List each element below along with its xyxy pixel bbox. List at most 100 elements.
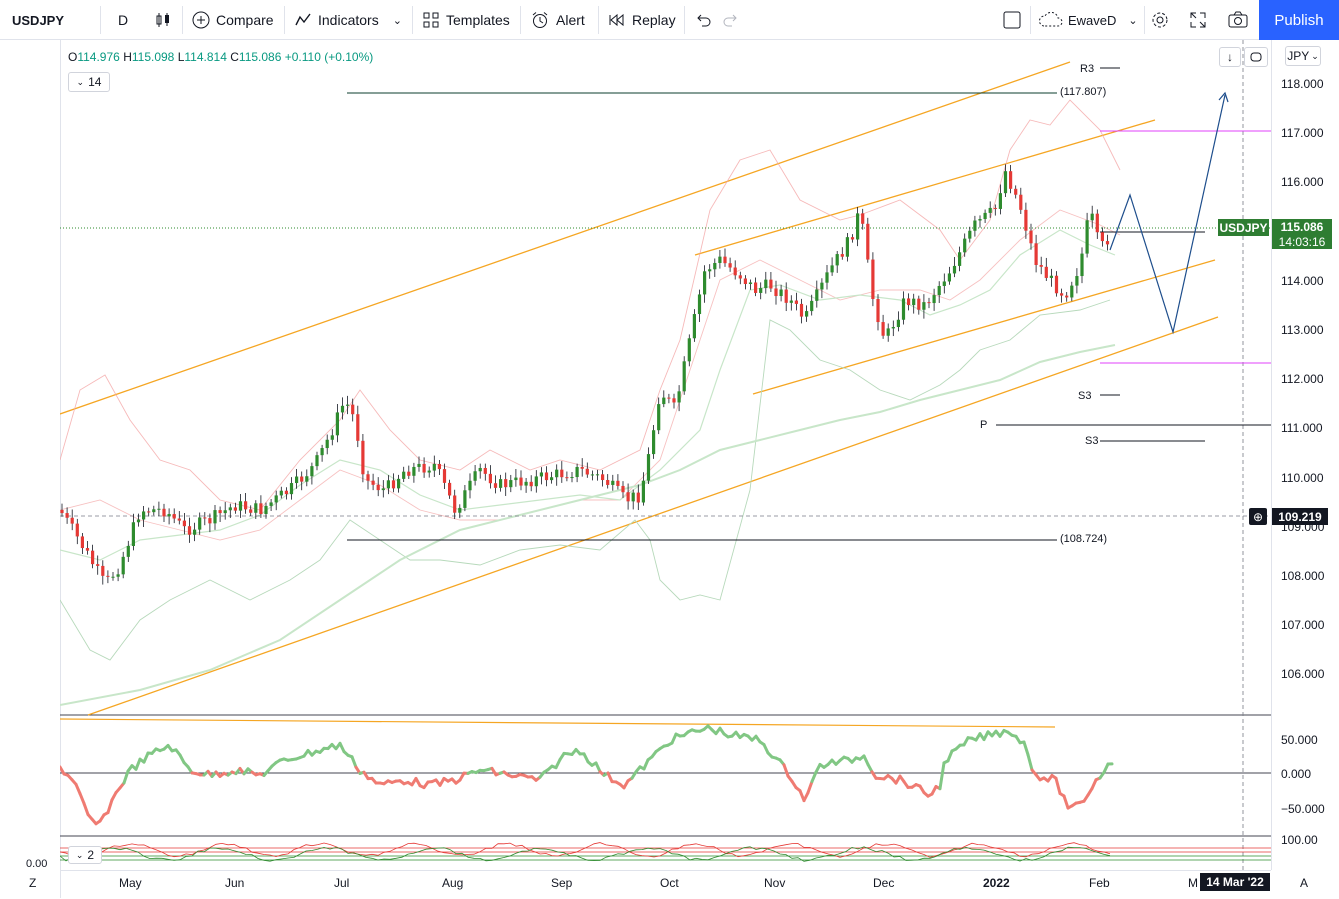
- oscillator-segment: [1064, 796, 1068, 808]
- interval-button[interactable]: D: [118, 0, 128, 40]
- candle-body: [627, 492, 630, 501]
- candle-body: [591, 474, 594, 475]
- indicator-collapse-button[interactable]: ⌄ 14: [68, 72, 110, 92]
- lower-band: [60, 300, 1110, 660]
- candle-body: [683, 361, 686, 391]
- candle-body: [632, 493, 635, 502]
- candle-body: [596, 474, 599, 475]
- candle-body: [111, 577, 114, 578]
- price-tick: 110.000: [1281, 471, 1324, 485]
- countdown-badge: 14:03:16: [1272, 234, 1332, 249]
- open-key: O: [68, 50, 77, 64]
- candle-body: [382, 488, 385, 490]
- price-tick: 113.000: [1281, 323, 1324, 337]
- candle-body: [280, 491, 283, 496]
- candle-body: [810, 301, 813, 311]
- oscillator-segment: [808, 782, 812, 793]
- publish-button[interactable]: Publish: [1259, 0, 1339, 40]
- price-chart[interactable]: [60, 40, 1271, 870]
- candle-body: [637, 493, 640, 503]
- candle-body: [545, 472, 548, 480]
- candle-body: [295, 477, 298, 484]
- candles[interactable]: [60, 164, 1109, 584]
- x-tick: Feb: [1089, 876, 1110, 890]
- scroll-to-latest-button[interactable]: ↓: [1219, 47, 1241, 67]
- candle-body: [372, 481, 375, 485]
- compare-button[interactable]: Compare: [192, 0, 274, 40]
- candle-body: [718, 257, 721, 263]
- undo-button[interactable]: [694, 0, 712, 40]
- r3-label: R3: [1080, 63, 1094, 75]
- divider: [1144, 6, 1145, 34]
- candle-body: [876, 299, 879, 322]
- candle-body: [66, 513, 69, 518]
- snapshot-button[interactable]: [1227, 0, 1249, 40]
- fullscreen-select-button[interactable]: [1002, 0, 1022, 40]
- chart-layout-button[interactable]: [1244, 47, 1268, 67]
- candle-body: [647, 454, 650, 481]
- candle-body: [723, 257, 726, 264]
- candle-body: [229, 507, 232, 510]
- candle-body: [1004, 171, 1007, 193]
- x-tick: May: [119, 876, 142, 890]
- currency-selector[interactable]: JPY ⌄: [1285, 46, 1321, 66]
- candle-body: [938, 286, 941, 295]
- candle-body: [968, 231, 971, 239]
- candle-body: [729, 263, 732, 267]
- crosshair-date-badge: 14 Mar '22: [1200, 873, 1270, 891]
- compare-label: Compare: [216, 12, 274, 28]
- candle-body: [621, 486, 624, 492]
- oscillator-segment: [1056, 778, 1060, 793]
- candle-body: [856, 213, 859, 239]
- symbol-search[interactable]: USDJPY: [12, 0, 64, 40]
- candle-body: [836, 254, 839, 265]
- zoom-button[interactable]: Z: [29, 876, 36, 890]
- oscillator-segment: [948, 751, 952, 761]
- divider: [684, 6, 685, 34]
- candle-body: [1101, 232, 1104, 241]
- candle-body: [285, 491, 288, 494]
- candle-body: [555, 470, 558, 478]
- divider: [182, 6, 183, 34]
- candle-body: [224, 510, 227, 513]
- settings-button[interactable]: [1150, 0, 1170, 40]
- replay-button[interactable]: Replay: [608, 0, 676, 40]
- candle-body: [892, 327, 895, 328]
- lower-channel[interactable]: [88, 260, 1218, 715]
- candle-body: [912, 299, 915, 305]
- templates-button[interactable]: Templates: [422, 0, 510, 40]
- candle-body: [713, 263, 716, 269]
- layout-button[interactable]: EwaveD ⌄: [1038, 0, 1138, 40]
- candle-body: [642, 481, 645, 503]
- candle-body: [525, 482, 528, 486]
- close-key: C: [230, 50, 239, 64]
- x-tick: 2022: [983, 876, 1010, 890]
- alert-button[interactable]: Alert: [530, 0, 585, 40]
- candle-body: [407, 472, 410, 476]
- candles-icon[interactable]: [154, 0, 172, 40]
- lower-indicator-button[interactable]: ⌄ 2: [68, 846, 102, 864]
- oscillator-line[interactable]: [60, 726, 1112, 824]
- candle-body: [142, 511, 145, 519]
- alarm-clock-icon: [530, 11, 550, 29]
- candle-body: [841, 254, 844, 257]
- auto-scale-button[interactable]: A: [1300, 876, 1308, 890]
- candle-body: [239, 501, 242, 510]
- candle-body: [866, 224, 869, 260]
- candle-body: [489, 474, 492, 483]
- fullscreen-button[interactable]: [1188, 0, 1208, 40]
- candle-body: [300, 477, 303, 482]
- oscillator-segment: [784, 765, 788, 776]
- upper-channel[interactable]: [60, 62, 1155, 414]
- lower-indicator[interactable]: [60, 843, 1271, 862]
- candle-body: [519, 478, 522, 486]
- layout-name: EwaveD: [1068, 13, 1116, 28]
- candle-body: [922, 302, 925, 310]
- candle-body: [463, 490, 466, 508]
- add-plus-icon[interactable]: ⊕: [1249, 508, 1267, 525]
- redo-button[interactable]: [722, 0, 740, 40]
- oscillator-trendline[interactable]: [60, 719, 1055, 727]
- candle-body: [576, 467, 579, 477]
- candle-body: [1096, 214, 1099, 233]
- indicators-button[interactable]: Indicators ⌄: [294, 0, 402, 40]
